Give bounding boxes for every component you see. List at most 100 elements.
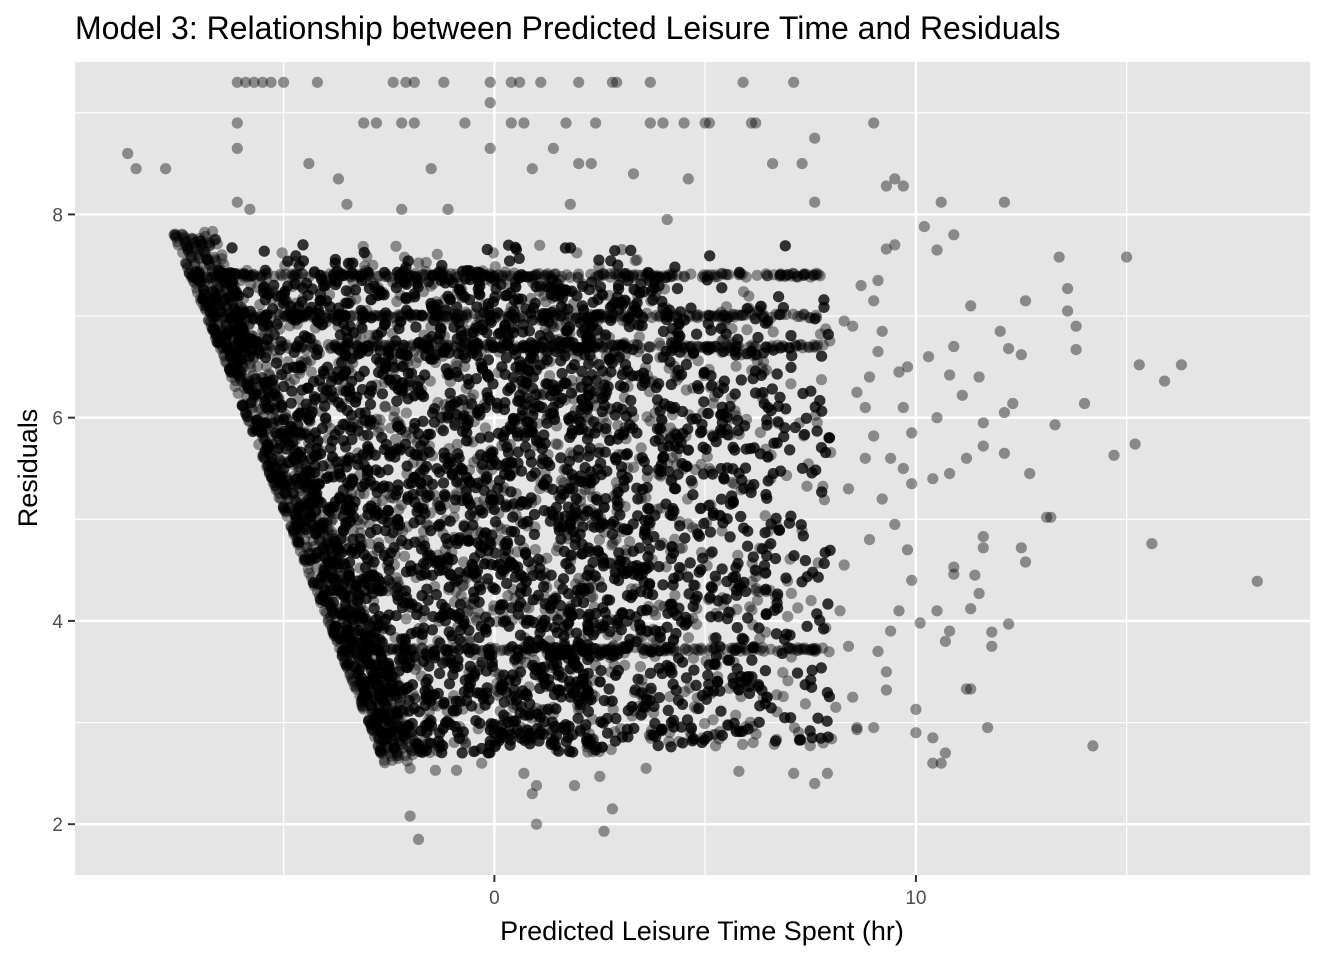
scatter-point bbox=[438, 399, 450, 411]
scatter-point bbox=[625, 583, 638, 595]
scatter-point bbox=[522, 496, 534, 508]
scatter-point bbox=[516, 689, 529, 701]
scatter-point bbox=[390, 240, 402, 252]
scatter-point bbox=[505, 694, 517, 706]
scatter-point bbox=[624, 536, 636, 548]
scatter-point bbox=[498, 566, 510, 578]
scatter-point bbox=[523, 602, 535, 614]
scatter-point bbox=[376, 727, 388, 739]
scatter-point bbox=[546, 318, 558, 330]
scatter-point bbox=[300, 344, 313, 356]
scatter-point bbox=[387, 704, 399, 717]
scatter-point bbox=[509, 463, 521, 475]
scatter-point bbox=[257, 325, 269, 337]
scatter-point bbox=[633, 331, 646, 343]
scatter-point bbox=[297, 292, 309, 305]
scatter-point bbox=[695, 458, 707, 470]
plot-panel bbox=[75, 62, 1310, 875]
scatter-point bbox=[295, 499, 307, 511]
scatter-point bbox=[457, 316, 469, 328]
scatter-point bbox=[215, 297, 227, 309]
scatter-point bbox=[750, 583, 762, 595]
scatter-point bbox=[463, 327, 475, 339]
scatter-point bbox=[542, 409, 554, 421]
scatter-point bbox=[490, 616, 503, 628]
scatter-point bbox=[327, 513, 339, 525]
scatter-point bbox=[370, 674, 382, 687]
scatter-point bbox=[664, 422, 677, 434]
scatter-point bbox=[746, 575, 758, 588]
scatter-point bbox=[337, 385, 349, 397]
scatter-point bbox=[400, 407, 412, 419]
scatter-point bbox=[345, 295, 357, 307]
scatter-point bbox=[406, 339, 418, 351]
scatter-point bbox=[569, 382, 581, 395]
scatter-point bbox=[554, 274, 566, 286]
scatter-point bbox=[415, 458, 427, 470]
scatter-point bbox=[682, 632, 695, 644]
scatter-point bbox=[617, 315, 629, 327]
scatter-point bbox=[757, 393, 769, 405]
scatter-point bbox=[744, 601, 756, 613]
scatter-point bbox=[490, 739, 502, 751]
scatter-point bbox=[570, 650, 582, 662]
scatter-point bbox=[743, 678, 755, 690]
scatter-point bbox=[634, 661, 647, 673]
scatter-point bbox=[389, 377, 401, 389]
scatter-point bbox=[386, 327, 399, 340]
scatter-point bbox=[457, 703, 469, 715]
scatter-point bbox=[743, 290, 755, 302]
scatter-point bbox=[367, 277, 379, 289]
scatter-point bbox=[193, 269, 205, 281]
scatter-point bbox=[306, 402, 318, 414]
scatter-point bbox=[414, 489, 426, 501]
scatter-point bbox=[372, 281, 384, 294]
scatter-point bbox=[622, 462, 634, 474]
scatter-point bbox=[261, 347, 273, 359]
scatter-point bbox=[519, 423, 531, 435]
scatter-point bbox=[199, 277, 211, 289]
scatter-point bbox=[421, 743, 433, 755]
scatter-point bbox=[770, 591, 782, 603]
scatter-point bbox=[550, 438, 562, 450]
scatter-point bbox=[569, 404, 582, 416]
scatter-point bbox=[305, 366, 317, 378]
scatter-point bbox=[509, 376, 521, 388]
scatter-point bbox=[363, 555, 375, 567]
scatter-point bbox=[478, 398, 490, 410]
scatter-point bbox=[785, 378, 797, 390]
scatter-point bbox=[555, 379, 567, 392]
scatter-point bbox=[343, 609, 355, 621]
scatter-point bbox=[423, 705, 435, 718]
scatter-point bbox=[470, 643, 482, 656]
scatter-point bbox=[475, 314, 487, 326]
scatter-point bbox=[461, 567, 473, 579]
scatter-point bbox=[747, 737, 759, 749]
scatter-point bbox=[352, 447, 364, 459]
scatter-point bbox=[447, 705, 459, 717]
scatter-point bbox=[489, 261, 501, 273]
scatter-point bbox=[221, 342, 233, 354]
scatter-point bbox=[339, 297, 351, 309]
scatter-point bbox=[459, 330, 471, 342]
scatter-point bbox=[706, 429, 719, 441]
scatter-point bbox=[368, 418, 380, 430]
scatter-point bbox=[491, 684, 503, 696]
scatter-point bbox=[406, 432, 418, 444]
scatter-point bbox=[825, 446, 837, 459]
scatter-point bbox=[492, 520, 504, 532]
scatter-point bbox=[417, 500, 429, 512]
scatter-point bbox=[618, 647, 630, 659]
scatter-point bbox=[593, 534, 606, 546]
scatter-point bbox=[660, 301, 672, 314]
scatter-point bbox=[459, 736, 472, 749]
scatter-point bbox=[792, 602, 804, 614]
scatter-point bbox=[407, 688, 419, 701]
scatter-point bbox=[587, 734, 599, 746]
scatter-point bbox=[529, 544, 541, 556]
scatter-point bbox=[510, 509, 522, 521]
scatter-point bbox=[379, 401, 391, 413]
scatter-point bbox=[410, 571, 422, 584]
scatter-point bbox=[777, 690, 789, 703]
scatter-point bbox=[591, 623, 604, 636]
